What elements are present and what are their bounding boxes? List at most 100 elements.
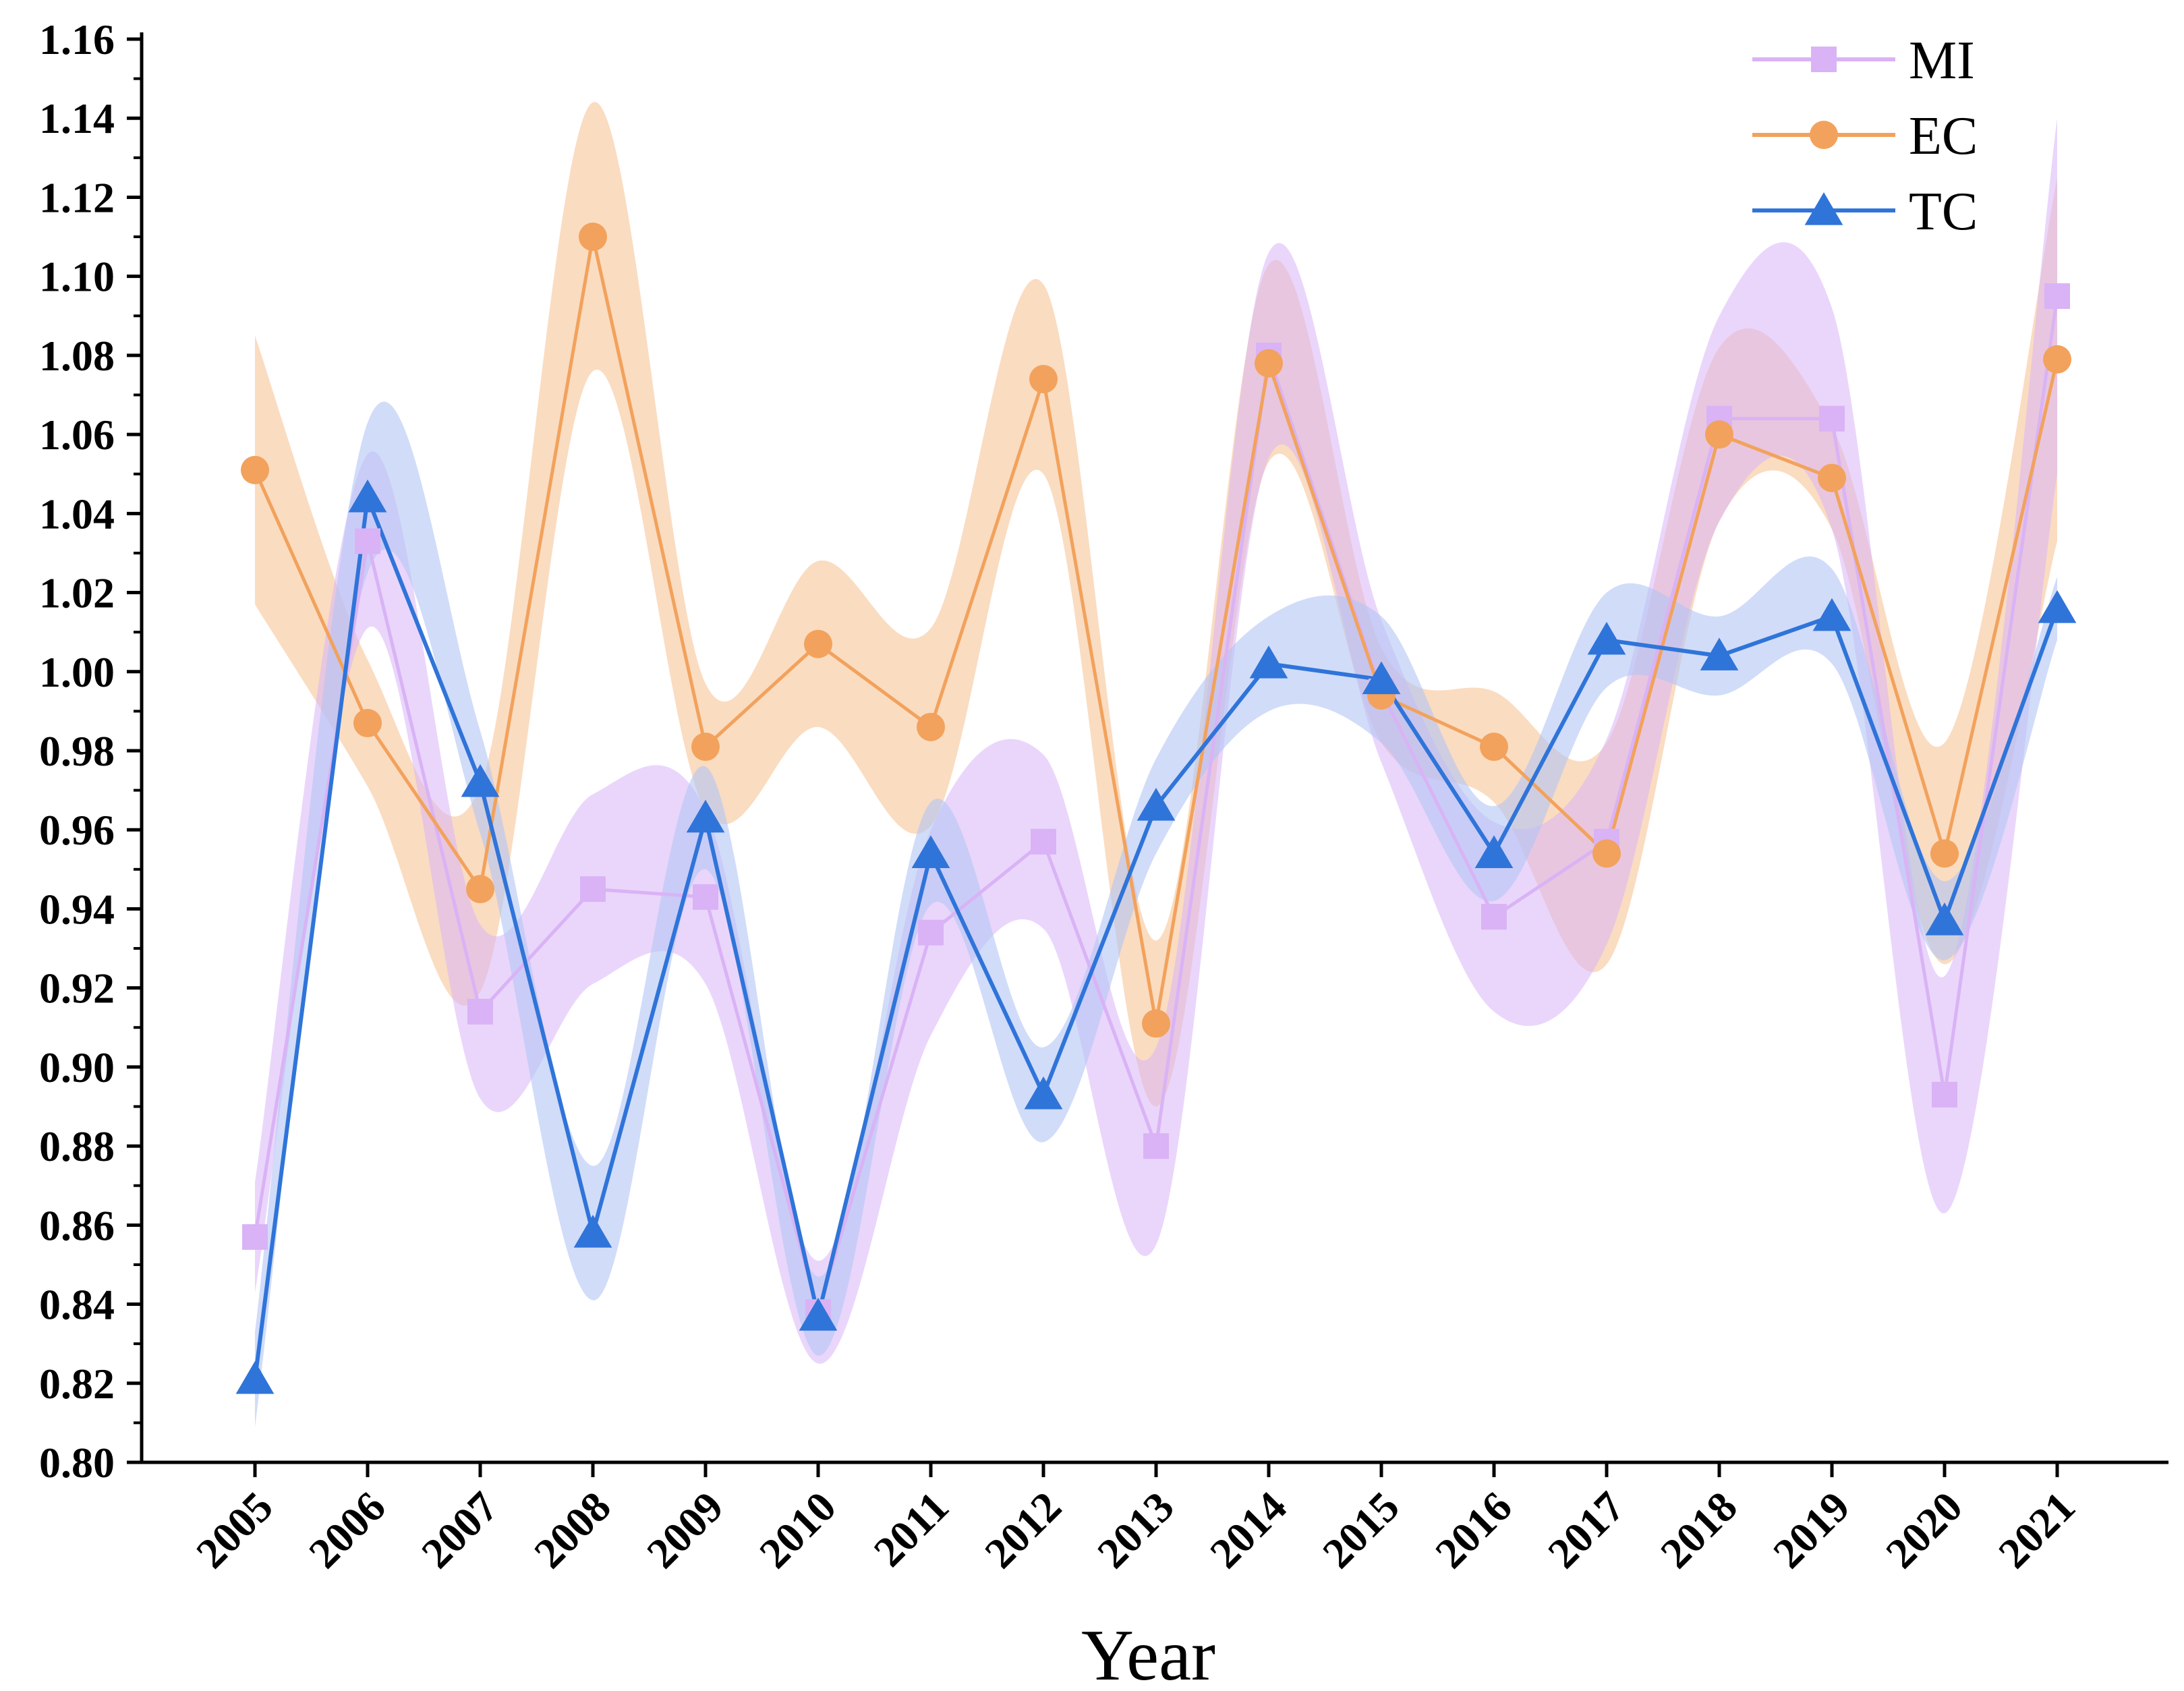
x-tick-label-group: 2018 (1651, 1483, 1746, 1578)
x-tick-label: 2008 (525, 1483, 620, 1578)
y-tick-label: 0.90 (39, 1043, 115, 1091)
x-tick-label: 2015 (1313, 1483, 1408, 1578)
point-tc-2010 (799, 1298, 838, 1331)
legend-marker-mi (1811, 47, 1837, 72)
legend-label-mi: MI (1909, 31, 1975, 90)
x-tick-label-group: 2007 (412, 1483, 507, 1578)
x-tick-label: 2012 (975, 1483, 1070, 1578)
y-tick-label: 1.06 (39, 411, 115, 459)
point-mi-2009 (693, 884, 718, 910)
point-mi-2012 (1031, 828, 1056, 855)
x-tick-label-group: 2015 (1313, 1483, 1408, 1578)
legend-marker-ec (1810, 121, 1838, 149)
band-tc (255, 401, 2057, 1427)
x-tick-label: 2016 (1426, 1483, 1521, 1578)
point-ec-2018 (1705, 420, 1733, 449)
y-tick-label: 0.92 (39, 965, 115, 1012)
x-tick-label: 2006 (299, 1483, 395, 1578)
point-mi-2016 (1481, 904, 1507, 930)
point-mi-2008 (580, 876, 606, 902)
y-tick-label: 1.00 (39, 648, 115, 696)
point-mi-2007 (467, 998, 493, 1025)
x-axis-title: Year (1081, 1615, 1215, 1691)
x-tick-label: 2020 (1876, 1483, 1972, 1578)
point-ec-2010 (804, 629, 832, 658)
point-ec-2011 (917, 712, 945, 741)
y-tick-label: 0.94 (39, 885, 115, 933)
x-tick-label: 2018 (1651, 1483, 1746, 1578)
point-ec-2019 (1818, 463, 1846, 492)
x-tick-label-group: 2009 (637, 1483, 732, 1578)
point-ec-2016 (1480, 733, 1508, 762)
point-mi-2013 (1143, 1133, 1169, 1159)
x-tick-label: 2021 (1989, 1483, 2084, 1578)
point-tc-2008 (573, 1215, 612, 1248)
point-mi-2019 (1819, 405, 1845, 432)
x-tick-label-group: 2017 (1539, 1483, 1634, 1578)
point-ec-2006 (353, 708, 382, 737)
x-tick-label-group: 2021 (1989, 1483, 2084, 1578)
point-mi-2020 (1932, 1081, 1957, 1108)
point-ec-2017 (1592, 839, 1621, 868)
x-tick-label-group: 2011 (865, 1483, 958, 1576)
point-mi-2021 (2044, 283, 2070, 309)
y-tick-label: 1.02 (39, 569, 115, 617)
point-ec-2014 (1255, 349, 1283, 378)
x-tick-label: 2009 (637, 1483, 732, 1578)
y-tick-label: 0.82 (39, 1360, 115, 1408)
x-tick-label: 2011 (865, 1483, 958, 1576)
point-ec-2007 (466, 875, 494, 904)
y-tick-label: 0.98 (39, 727, 115, 775)
legend-label-tc: TC (1909, 182, 1978, 241)
point-tc-2012 (1024, 1076, 1063, 1110)
point-ec-2012 (1029, 365, 1058, 394)
x-tick-label: 2007 (412, 1483, 507, 1578)
y-tick-label: 0.84 (39, 1281, 115, 1329)
band-mi (255, 118, 2057, 1364)
point-ec-2009 (691, 733, 720, 762)
point-tc-2011 (911, 835, 950, 868)
point-tc-2015 (1362, 661, 1401, 695)
x-tick-label-group: 2006 (299, 1483, 395, 1578)
x-tick-label-group: 2008 (525, 1483, 620, 1578)
y-tick-label: 0.86 (39, 1201, 115, 1249)
x-tick-label-group: 2010 (750, 1483, 845, 1578)
point-ec-2013 (1142, 1009, 1170, 1038)
point-tc-2019 (1812, 598, 1851, 631)
legend-label-ec: EC (1909, 107, 1978, 166)
x-tick-label-group: 2019 (1764, 1483, 1859, 1578)
x-tick-label: 2013 (1088, 1483, 1183, 1578)
y-tick-label: 0.80 (39, 1439, 115, 1487)
point-tc-2021 (2038, 590, 2077, 623)
point-tc-2016 (1474, 835, 1514, 868)
y-tick-label: 1.12 (39, 173, 115, 221)
legend-marker-tc (1804, 192, 1843, 225)
confidence-bands (255, 102, 2057, 1427)
x-tick-label: 2014 (1201, 1483, 1296, 1578)
legend: MI EC TC (1752, 31, 1978, 241)
point-tc-2009 (686, 799, 725, 833)
x-tick-label-group: 2012 (975, 1483, 1070, 1578)
y-tick-label: 0.88 (39, 1122, 115, 1170)
x-tick-label-group: 2020 (1876, 1483, 1972, 1578)
x-tick-label-group: 2013 (1088, 1483, 1183, 1578)
x-tick-label: 2019 (1764, 1483, 1859, 1578)
y-tick-label: 0.96 (39, 806, 115, 854)
point-mi-2006 (355, 528, 380, 554)
point-mi-2011 (918, 919, 944, 946)
y-tick-label: 1.10 (39, 253, 115, 301)
point-tc-2005 (235, 1360, 275, 1394)
y-tick-label: 1.08 (39, 332, 115, 380)
point-tc-2013 (1137, 788, 1176, 821)
y-tick-label: 1.14 (39, 94, 115, 142)
point-ec-2021 (2043, 345, 2071, 374)
point-tc-2018 (1700, 637, 1739, 670)
x-tick-label-group: 2014 (1201, 1483, 1296, 1578)
point-tc-2020 (1925, 902, 1964, 936)
x-tick-label: 2005 (187, 1483, 282, 1578)
point-mi-2005 (242, 1224, 268, 1250)
point-tc-2014 (1249, 646, 1288, 679)
point-tc-2006 (348, 479, 387, 513)
